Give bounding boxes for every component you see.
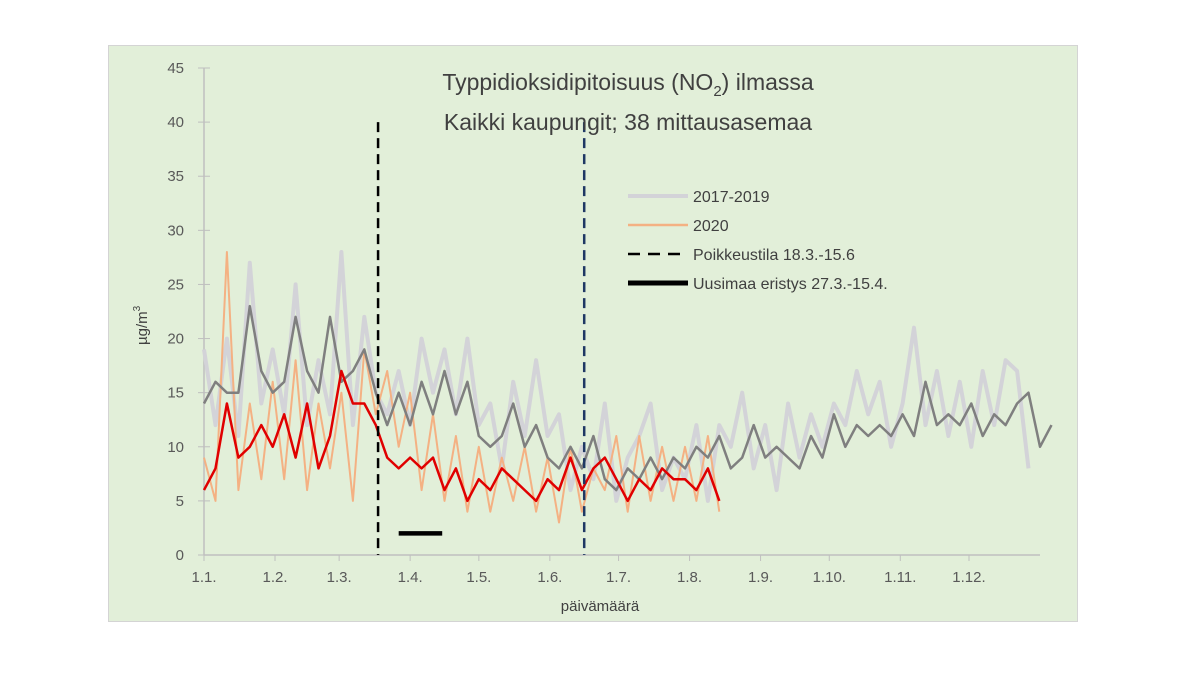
x-tick-label: 1.3.	[327, 569, 352, 586]
y-tick-label: 45	[167, 60, 184, 77]
y-tick-label: 20	[167, 331, 184, 348]
y-tick-label: 0	[176, 547, 184, 564]
x-tick-label: 1.5.	[466, 569, 491, 586]
y-tick-label: 40	[167, 114, 184, 131]
y-tick-label: 5	[176, 493, 184, 510]
x-axis-label: päivämäärä	[561, 598, 640, 615]
x-tick-label: 1.7.	[606, 569, 631, 586]
series-line-2020-mean	[202, 369, 721, 503]
chart-title-line1: Typpidioksidipitoisuus (NO2) ilmassa	[442, 69, 814, 100]
legend-label: Uusimaa eristys 27.3.-15.4.	[693, 276, 888, 293]
x-tick-label: 1.10.	[813, 569, 846, 586]
x-tick-label: 1.8.	[677, 569, 702, 586]
legend-label: 2020	[693, 218, 729, 235]
x-tick-label: 1.9.	[748, 569, 773, 586]
x-tick-label: 1.4.	[398, 569, 423, 586]
y-tick-label: 30	[167, 222, 184, 239]
legend-label: Poikkeustila 18.3.-15.6	[693, 247, 855, 264]
x-tick-label: 1.11.	[884, 569, 916, 586]
chart-title-line2: Kaikki kaupungit; 38 mittausasemaa	[444, 109, 812, 135]
y-axis-label: µg/m3	[132, 305, 151, 345]
y-tick-label: 35	[167, 168, 184, 185]
y-tick-label: 10	[167, 439, 184, 456]
x-tick-label: 1.12.	[952, 569, 985, 586]
y-tick-label: 15	[167, 385, 184, 402]
x-tick-label: 1.1.	[191, 569, 216, 586]
legend-label: 2017-2019	[693, 189, 770, 206]
x-tick-label: 1.2.	[262, 569, 287, 586]
x-tick-label: 1.6.	[537, 569, 562, 586]
y-tick-label: 25	[167, 276, 184, 293]
series-line-2017-2019-daily	[202, 250, 1031, 503]
